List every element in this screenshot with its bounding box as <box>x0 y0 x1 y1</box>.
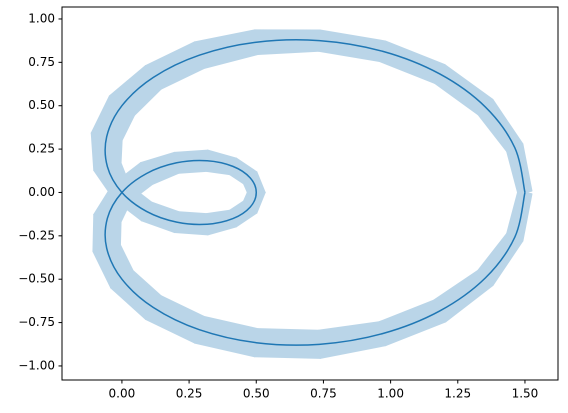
band-segment <box>194 315 259 358</box>
band-segment <box>242 171 266 194</box>
band-segment <box>378 40 446 84</box>
x-tick-label: 1.50 <box>512 387 539 401</box>
band-segment <box>242 191 266 214</box>
band-segment <box>173 149 209 174</box>
y-tick-label: −0.50 <box>18 272 55 286</box>
band-segment <box>90 95 135 142</box>
band-group <box>90 29 533 359</box>
x-tick-label: 0.75 <box>310 387 337 401</box>
band-segment <box>317 29 387 63</box>
y-tick-label: −1.00 <box>18 358 55 372</box>
band-segment <box>173 211 209 236</box>
band-segment <box>253 328 322 359</box>
x-tick-label: 0.25 <box>176 387 203 401</box>
band-segment <box>254 29 321 56</box>
band-segment <box>506 143 533 195</box>
y-tick-label: 0.75 <box>28 55 55 69</box>
band-segment <box>194 29 259 70</box>
axes-frame <box>61 6 559 381</box>
x-tick-label: 0.00 <box>109 387 136 401</box>
line <box>104 39 526 346</box>
x-tick-label: 1.25 <box>444 387 471 401</box>
band-segment <box>92 213 122 253</box>
band-segment <box>140 151 180 185</box>
y-tick-label: 1.00 <box>28 11 55 25</box>
band-segment <box>90 132 123 172</box>
y-tick-label: 0.50 <box>28 98 55 112</box>
x-tick-label: 1.00 <box>377 387 404 401</box>
band-segment <box>506 190 533 242</box>
y-tick-label: 0.25 <box>28 142 55 156</box>
x-tick-label: 0.50 <box>243 387 270 401</box>
band-segment <box>477 98 524 153</box>
y-tick-label: 0.00 <box>28 185 55 199</box>
band-segment <box>477 232 524 287</box>
plot-group <box>104 39 526 346</box>
band-segment <box>378 299 447 347</box>
y-tick-label: −0.75 <box>18 315 55 329</box>
y-tick-label: −0.25 <box>18 228 55 242</box>
